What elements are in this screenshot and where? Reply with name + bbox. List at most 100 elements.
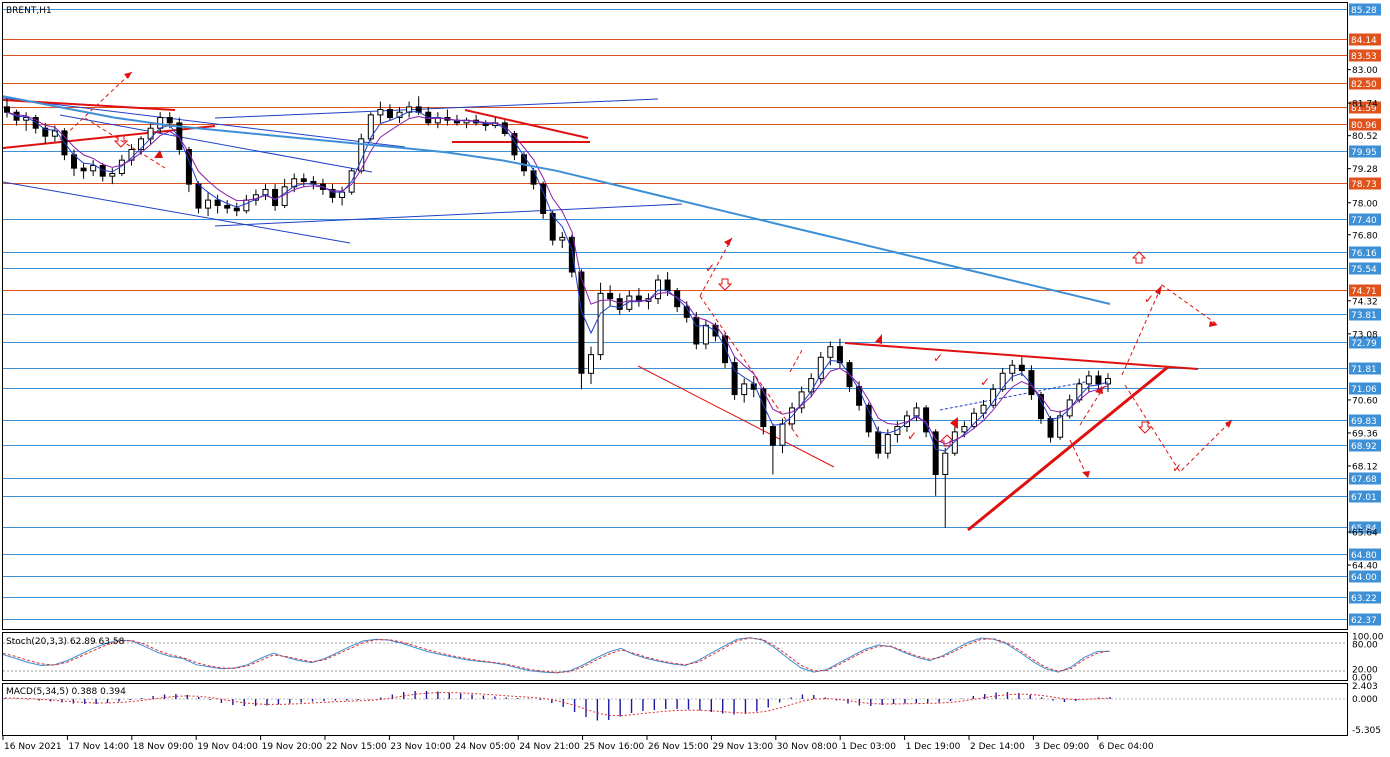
time-tick-label-7: 24 Nov 05:00 — [455, 742, 516, 752]
time-tick-label-9: 25 Nov 16:00 — [584, 742, 645, 752]
price-tick-label-8: 73.08 — [1352, 330, 1378, 340]
proj-path-1 — [59, 71, 133, 141]
level-tag-text-0: 85.28 — [1351, 6, 1377, 16]
candle-body-79 — [760, 388, 767, 428]
fast-ma-line-1 — [6, 111, 1109, 445]
time-tick-label-1: 17 Nov 14:00 — [68, 742, 129, 752]
macd-histogram: 2.403 0.000 -5.305 — [4, 682, 1381, 736]
price-tick-label-12: 65.64 — [1352, 529, 1378, 539]
level-tag-text-20: 65.84 — [1351, 524, 1377, 534]
level-tag-13 — [1349, 336, 1381, 349]
hollow-arrow-up-1 — [939, 434, 955, 447]
level-tag-14 — [1349, 362, 1381, 375]
candle-body-15 — [147, 127, 154, 140]
time-tick-label-14: 1 Dec 19:00 — [906, 742, 961, 752]
level-tag-21 — [1349, 548, 1381, 561]
candle-body-64 — [616, 298, 623, 310]
level-tag-17 — [1349, 439, 1381, 452]
level-tag-1 — [1349, 33, 1381, 46]
time-tick-label-10: 26 Nov 15:00 — [648, 742, 709, 752]
candle-body-29 — [281, 186, 288, 206]
proj-path-9 — [1079, 384, 1106, 426]
level-tag-12 — [1349, 308, 1381, 321]
level-tag-text-16: 69.83 — [1351, 417, 1377, 427]
level-tag-20 — [1349, 521, 1381, 534]
time-tick-label-17: 6 Dec 04:00 — [1099, 742, 1154, 752]
candle-body-55 — [530, 170, 537, 185]
arrow-heads — [124, 72, 1232, 478]
candle-body-81 — [779, 423, 786, 446]
candle-body-114 — [1095, 375, 1102, 385]
candle-body-31 — [300, 178, 307, 182]
candle-body-11 — [109, 172, 116, 177]
check-mark-5: ✓ — [907, 429, 917, 443]
blue-channel-line-4 — [214, 98, 659, 119]
candle-body-72 — [693, 316, 700, 345]
candle-body-68 — [655, 279, 662, 300]
red-triangle-bottom — [967, 365, 1169, 532]
candle-body-19 — [185, 149, 192, 185]
macd-tick-0: 2.403 — [1352, 682, 1378, 692]
candle-body-23 — [224, 204, 231, 209]
candle-body-14 — [138, 138, 145, 151]
candle-body-30 — [291, 178, 298, 188]
price-tick-label-9: 70.60 — [1352, 396, 1378, 406]
price-tick-label-0: 85.76 — [1352, 0, 1378, 3]
candle-body-28 — [272, 188, 279, 206]
stoch-levels — [3, 642, 1347, 672]
level-tag-19 — [1349, 490, 1381, 503]
level-tag-text-21: 64.80 — [1351, 551, 1377, 561]
candle-body-42 — [406, 106, 413, 113]
stoch-tick-3: 0.00 — [1352, 674, 1372, 684]
level-tag-2 — [1349, 49, 1381, 62]
price-tick-label-4: 79.28 — [1352, 165, 1378, 175]
arrow-head-8 — [950, 417, 958, 429]
level-tag-6 — [1349, 145, 1381, 158]
red-triangle-top — [844, 342, 1199, 370]
candle-body-54 — [520, 154, 527, 172]
time-tick-label-11: 29 Nov 13:00 — [712, 742, 773, 752]
candle-body-87 — [836, 346, 843, 364]
level-tag-23 — [1349, 591, 1381, 604]
level-tag-3 — [1349, 77, 1381, 90]
price-axis: 85.76 83.00 81.74 80.52 79.28 78.00 76.80 74.32… — [1347, 0, 1378, 572]
hollow-arrow-down-3 — [1137, 421, 1153, 434]
level-tag-7 — [1349, 177, 1381, 190]
level-tag-text-18: 67.68 — [1351, 475, 1377, 485]
arrow-head-7 — [875, 334, 882, 344]
hollow-arrow-down-2 — [717, 278, 733, 291]
candle-body-98 — [942, 452, 949, 475]
candle-body-107 — [1028, 370, 1035, 396]
level-tag-text-11: 74.71 — [1351, 287, 1377, 297]
time-tick-label-12: 30 Nov 08:00 — [777, 742, 838, 752]
level-tag-10 — [1349, 262, 1381, 275]
signal-marks — [113, 135, 1153, 447]
arrow-head-10 — [154, 150, 163, 158]
horizontal-levels: 85.28 84.14 83.53 82.50 81.59 80.96 79.95 78.73… — [3, 3, 1381, 626]
hollow-arrow-up-2 — [1131, 251, 1147, 264]
level-tag-22 — [1349, 570, 1381, 583]
macd-tick-1: 0.000 — [1352, 695, 1378, 705]
main-panel-frame — [2, 2, 1348, 630]
blue-channel-line-2 — [2, 181, 351, 244]
blue-channel-line-3 — [59, 114, 373, 173]
candle-body-63 — [607, 292, 614, 300]
red-downtrend-channel — [637, 365, 835, 468]
level-tag-text-4: 81.59 — [1351, 104, 1377, 114]
candle-body-62 — [597, 292, 604, 356]
arrow-head-4 — [1209, 321, 1218, 327]
level-tag-18 — [1349, 472, 1381, 485]
macd-tick-2: -5.305 — [1352, 726, 1381, 736]
candle-body-105 — [1009, 364, 1016, 374]
candle-body-25 — [243, 199, 250, 212]
candle-body-110 — [1057, 415, 1064, 438]
candlesticks — [4, 96, 1111, 528]
time-tick-label-6: 23 Nov 10:00 — [390, 742, 451, 752]
candle-body-84 — [808, 378, 815, 393]
candle-body-80 — [769, 426, 776, 446]
candle-body-4 — [42, 127, 49, 137]
candle-body-34 — [329, 188, 336, 198]
candle-body-92 — [884, 434, 891, 454]
macd-signal-line — [4, 692, 1111, 717]
